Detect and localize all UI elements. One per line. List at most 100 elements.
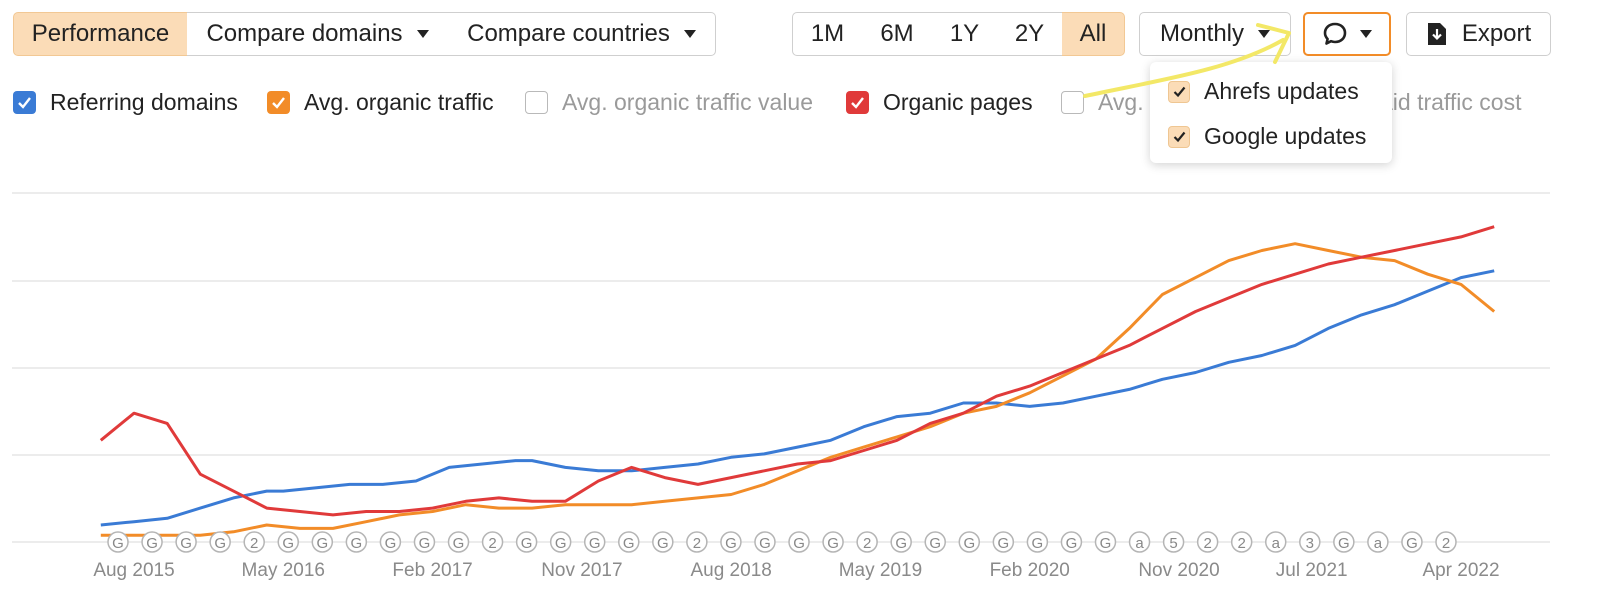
event-marker[interactable]: G bbox=[311, 531, 334, 553]
event-marker-label: G bbox=[521, 535, 533, 552]
checkbox-checked-icon[interactable] bbox=[267, 91, 290, 114]
checkbox-checked-icon[interactable] bbox=[1168, 125, 1190, 148]
event-marker-label: 2 bbox=[693, 535, 701, 552]
event-marker[interactable]: G bbox=[209, 531, 231, 553]
x-axis-ticks: Aug 2015 May 2016 Feb 2017 Nov 2017 Aug 2018… bbox=[93, 560, 1499, 581]
event-marker-label: G bbox=[1406, 535, 1418, 552]
event-marker[interactable]: 2 bbox=[856, 531, 878, 553]
event-marker[interactable]: G bbox=[107, 531, 129, 553]
event-marker[interactable]: 2 bbox=[1196, 531, 1219, 553]
event-marker[interactable]: G bbox=[618, 531, 640, 553]
event-marker[interactable]: G bbox=[822, 531, 844, 553]
checkbox-unchecked-icon[interactable] bbox=[525, 91, 548, 114]
event-marker-label: 2 bbox=[1203, 535, 1211, 552]
download-icon bbox=[1427, 23, 1446, 45]
range-6m-button[interactable]: 6M bbox=[862, 12, 933, 56]
checkbox-checked-icon[interactable] bbox=[1168, 80, 1190, 103]
range-1m-button[interactable]: 1M bbox=[792, 12, 863, 56]
event-marker[interactable]: G bbox=[515, 531, 538, 553]
event-marker[interactable]: G bbox=[1060, 531, 1083, 553]
annotations-button[interactable] bbox=[1303, 12, 1391, 56]
range-2y-label: 2Y bbox=[1014, 20, 1045, 47]
event-marker[interactable]: 2 bbox=[243, 531, 265, 553]
metric-organic-pages[interactable]: Organic pages bbox=[846, 89, 1033, 116]
metric-avg-partial[interactable]: Avg. bbox=[1061, 89, 1144, 116]
event-marker[interactable]: G bbox=[175, 531, 197, 553]
event-marker[interactable]: G bbox=[992, 531, 1015, 553]
event-marker-label: G bbox=[963, 535, 975, 552]
range-1y-label: 1Y bbox=[949, 20, 980, 47]
event-marker[interactable]: G bbox=[1026, 531, 1049, 553]
compare-domains-dropdown[interactable]: Compare domains bbox=[187, 12, 449, 56]
event-marker[interactable]: G bbox=[652, 531, 674, 553]
range-1y-button[interactable]: 1Y bbox=[932, 12, 998, 56]
event-marker[interactable]: G bbox=[1401, 531, 1423, 553]
metric-label: aid traffic cost bbox=[1380, 89, 1522, 115]
compare-countries-dropdown[interactable]: Compare countries bbox=[448, 12, 716, 56]
metric-avg-organic-traffic[interactable]: Avg. organic traffic bbox=[267, 89, 494, 116]
event-marker[interactable]: 2 bbox=[1230, 531, 1253, 553]
export-button[interactable]: Export bbox=[1406, 12, 1551, 56]
event-marker[interactable]: G bbox=[1094, 531, 1117, 553]
range-all-button[interactable]: All bbox=[1062, 12, 1125, 56]
performance-label: Performance bbox=[31, 20, 170, 47]
interval-dropdown[interactable]: Monthly bbox=[1139, 12, 1291, 56]
event-marker[interactable]: 3 bbox=[1299, 531, 1321, 553]
x-tick-label: Feb 2020 bbox=[990, 560, 1070, 581]
event-marker[interactable]: G bbox=[413, 531, 436, 553]
event-marker[interactable]: G bbox=[583, 531, 606, 553]
event-marker[interactable]: G bbox=[720, 531, 742, 553]
event-marker[interactable]: G bbox=[890, 531, 912, 553]
event-marker[interactable]: 2 bbox=[481, 531, 504, 553]
event-marker-label: G bbox=[316, 535, 328, 552]
event-marker[interactable]: 2 bbox=[686, 531, 708, 553]
event-marker[interactable]: G bbox=[141, 531, 163, 553]
metric-avg-organic-traffic-value[interactable]: Avg. organic traffic value bbox=[525, 89, 813, 116]
x-tick-label: Nov 2020 bbox=[1138, 560, 1219, 581]
metric-referring-domains[interactable]: Referring domains bbox=[13, 89, 238, 116]
event-marker[interactable]: G bbox=[1333, 531, 1355, 553]
checkbox-unchecked-icon[interactable] bbox=[1061, 91, 1084, 114]
x-tick-label: Aug 2018 bbox=[690, 560, 771, 581]
event-marker-label: 2 bbox=[488, 535, 496, 552]
event-marker-label: G bbox=[555, 535, 567, 552]
event-marker-label: G bbox=[146, 535, 158, 552]
event-marker-label: G bbox=[827, 535, 839, 552]
event-marker[interactable]: a bbox=[1367, 531, 1389, 553]
event-marker[interactable]: a bbox=[1128, 531, 1151, 553]
event-marker-label: G bbox=[214, 535, 226, 552]
x-tick-label: Apr 2022 bbox=[1422, 560, 1499, 581]
event-marker[interactable]: G bbox=[924, 531, 946, 553]
x-tick-label: May 2019 bbox=[839, 560, 922, 581]
metric-paid-traffic-cost[interactable]: aid traffic cost bbox=[1380, 89, 1521, 116]
chevron-down-icon bbox=[1258, 30, 1271, 38]
checkbox-checked-icon[interactable] bbox=[846, 91, 869, 114]
event-marker[interactable]: 5 bbox=[1162, 531, 1185, 553]
menu-item-google-updates[interactable]: Google updates bbox=[1168, 123, 1366, 150]
event-marker[interactable]: G bbox=[754, 531, 776, 553]
event-marker[interactable]: G bbox=[379, 531, 402, 553]
performance-button[interactable]: Performance bbox=[13, 12, 188, 56]
metric-label: Referring domains bbox=[50, 89, 238, 115]
event-marker[interactable]: 2 bbox=[1435, 531, 1457, 553]
event-marker-label: G bbox=[1032, 535, 1044, 552]
event-marker[interactable]: G bbox=[958, 531, 981, 553]
chevron-down-icon bbox=[416, 30, 429, 38]
event-marker[interactable]: a bbox=[1264, 531, 1287, 553]
export-label: Export bbox=[1461, 20, 1532, 47]
event-marker[interactable]: G bbox=[447, 531, 470, 553]
compare-domains-label: Compare domains bbox=[206, 20, 403, 47]
event-marker-label: G bbox=[929, 535, 941, 552]
range-2y-button[interactable]: 2Y bbox=[997, 12, 1063, 56]
event-marker-label: G bbox=[351, 535, 363, 552]
event-marker[interactable]: G bbox=[277, 531, 300, 553]
event-marker[interactable]: G bbox=[788, 531, 810, 553]
event-marker[interactable]: G bbox=[345, 531, 368, 553]
menu-item-ahrefs-updates[interactable]: Ahrefs updates bbox=[1168, 78, 1359, 105]
x-tick-label: Aug 2015 bbox=[93, 560, 174, 581]
chevron-down-icon bbox=[683, 30, 696, 38]
checkbox-checked-icon[interactable] bbox=[13, 91, 36, 114]
event-marker[interactable]: G bbox=[549, 531, 572, 553]
